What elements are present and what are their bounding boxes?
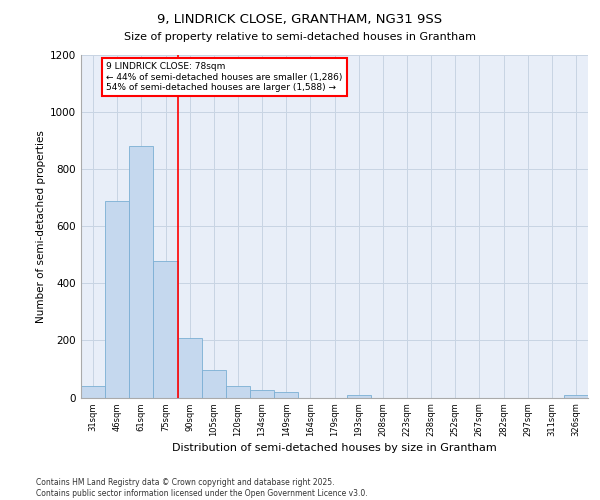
Bar [274, 392, 298, 398]
Y-axis label: Number of semi-detached properties: Number of semi-detached properties [36, 130, 46, 322]
Bar [129, 146, 154, 398]
Text: 9 LINDRICK CLOSE: 78sqm
← 44% of semi-detached houses are smaller (1,286)
54% of: 9 LINDRICK CLOSE: 78sqm ← 44% of semi-de… [106, 62, 343, 92]
Bar [154, 260, 178, 398]
Bar [202, 370, 226, 398]
Bar [347, 394, 371, 398]
Bar [226, 386, 250, 398]
Bar [178, 338, 202, 398]
Bar [81, 386, 105, 398]
Bar [564, 394, 588, 398]
X-axis label: Distribution of semi-detached houses by size in Grantham: Distribution of semi-detached houses by … [172, 443, 497, 453]
Text: Contains HM Land Registry data © Crown copyright and database right 2025.
Contai: Contains HM Land Registry data © Crown c… [36, 478, 368, 498]
Text: 9, LINDRICK CLOSE, GRANTHAM, NG31 9SS: 9, LINDRICK CLOSE, GRANTHAM, NG31 9SS [157, 12, 443, 26]
Bar [105, 200, 129, 398]
Text: Size of property relative to semi-detached houses in Grantham: Size of property relative to semi-detach… [124, 32, 476, 42]
Bar [250, 390, 274, 398]
